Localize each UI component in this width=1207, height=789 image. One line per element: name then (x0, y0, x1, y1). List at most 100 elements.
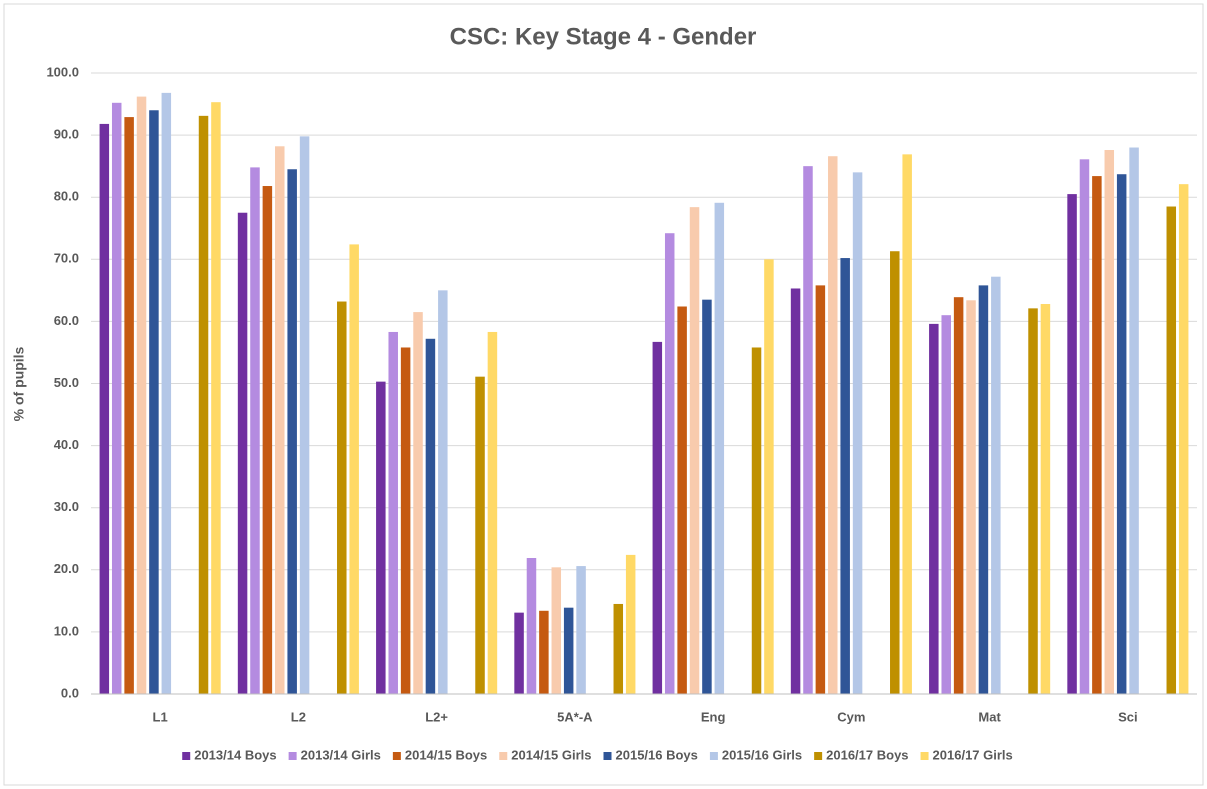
bar (902, 154, 912, 694)
bar (149, 110, 159, 694)
bar (1092, 176, 1102, 694)
bar (413, 312, 423, 694)
bar (337, 301, 347, 694)
chart-title: CSC: Key Stage 4 - Gender (450, 23, 757, 50)
legend-label: 2016/17 Boys (826, 747, 908, 762)
x-tick-label: Eng (701, 709, 726, 724)
x-tick-label: Sci (1118, 709, 1138, 724)
bar (1040, 304, 1051, 694)
bar (941, 315, 951, 694)
bar (576, 566, 586, 694)
bar (613, 603, 624, 694)
bar (852, 172, 863, 695)
y-tick-label: 50.0 (54, 375, 79, 390)
bar (664, 233, 675, 694)
legend-swatch (499, 752, 508, 760)
legend-swatch (182, 752, 191, 760)
legend-label: 2014/15 Boys (405, 747, 487, 762)
y-tick-label: 40.0 (54, 437, 79, 452)
bar (953, 297, 964, 694)
bar (815, 285, 826, 694)
bar (1178, 184, 1189, 694)
bar (551, 567, 562, 694)
bar (790, 288, 801, 694)
y-tick-label: 60.0 (54, 313, 79, 328)
bar (376, 381, 386, 694)
legend-label: 2015/16 Boys (616, 747, 698, 762)
x-tick-label: Mat (978, 709, 1001, 724)
bar (211, 102, 221, 694)
bar (1104, 150, 1115, 694)
bar (299, 136, 310, 695)
legend-swatch (288, 752, 297, 760)
bar (929, 323, 939, 694)
bar (438, 290, 448, 694)
bar (677, 306, 687, 694)
x-tick-label: 5A*-A (557, 709, 593, 724)
bar (714, 202, 725, 694)
bar (487, 331, 498, 694)
legend-swatch (709, 752, 718, 760)
bar (250, 167, 260, 695)
bar (388, 331, 398, 694)
bar (751, 347, 762, 694)
bar (1129, 147, 1139, 694)
bar (1067, 194, 1077, 694)
bar (828, 156, 838, 695)
bar (287, 169, 297, 694)
x-tick-label: L2+ (425, 709, 448, 724)
bar (539, 610, 549, 694)
bar (764, 259, 774, 694)
x-tick-label: L2 (291, 709, 306, 724)
bar (400, 347, 411, 694)
bar (124, 117, 134, 694)
bar (198, 115, 209, 694)
bar (161, 92, 172, 694)
bar (1166, 206, 1177, 694)
bar (890, 251, 900, 695)
legend-swatch (603, 752, 612, 760)
bar (625, 554, 636, 694)
bar (966, 300, 976, 694)
y-tick-label: 20.0 (54, 561, 79, 576)
legend-label: 2015/16 Girls (722, 747, 802, 762)
bar (978, 285, 989, 694)
bar (840, 258, 850, 694)
bar (111, 102, 122, 695)
bar (275, 146, 285, 694)
chart-frame (3, 3, 1204, 786)
y-tick-label: 100.0 (46, 64, 79, 79)
legend-label: 2014/15 Girls (511, 747, 591, 762)
bar (1116, 174, 1127, 694)
x-tick-label: L1 (153, 709, 168, 724)
bar (689, 207, 700, 695)
bar (514, 612, 524, 694)
bar (99, 123, 110, 694)
y-tick-label: 80.0 (54, 189, 79, 204)
bar (1028, 308, 1038, 694)
bar (349, 244, 359, 694)
bar (652, 341, 663, 694)
x-tick-label: Cym (837, 709, 865, 724)
y-tick-label: 10.0 (54, 623, 79, 638)
bar (425, 338, 436, 694)
y-tick-label: 0.0 (61, 685, 79, 700)
y-tick-label: 70.0 (54, 251, 79, 266)
bar (991, 276, 1001, 694)
legend-swatch (392, 752, 401, 760)
legend-label: 2013/14 Boys (194, 747, 276, 762)
bar (237, 212, 248, 694)
y-tick-label: 90.0 (54, 127, 79, 142)
bar (262, 186, 273, 694)
legend-swatch (814, 752, 823, 760)
legend-label: 2016/17 Girls (933, 747, 1013, 762)
bar (563, 607, 574, 694)
bar (475, 376, 485, 694)
bar (702, 299, 712, 694)
bar (803, 166, 813, 694)
bar (1079, 159, 1090, 695)
y-axis-label: % of pupils (11, 346, 27, 421)
bar (136, 96, 147, 694)
y-tick-label: 30.0 (54, 499, 79, 514)
